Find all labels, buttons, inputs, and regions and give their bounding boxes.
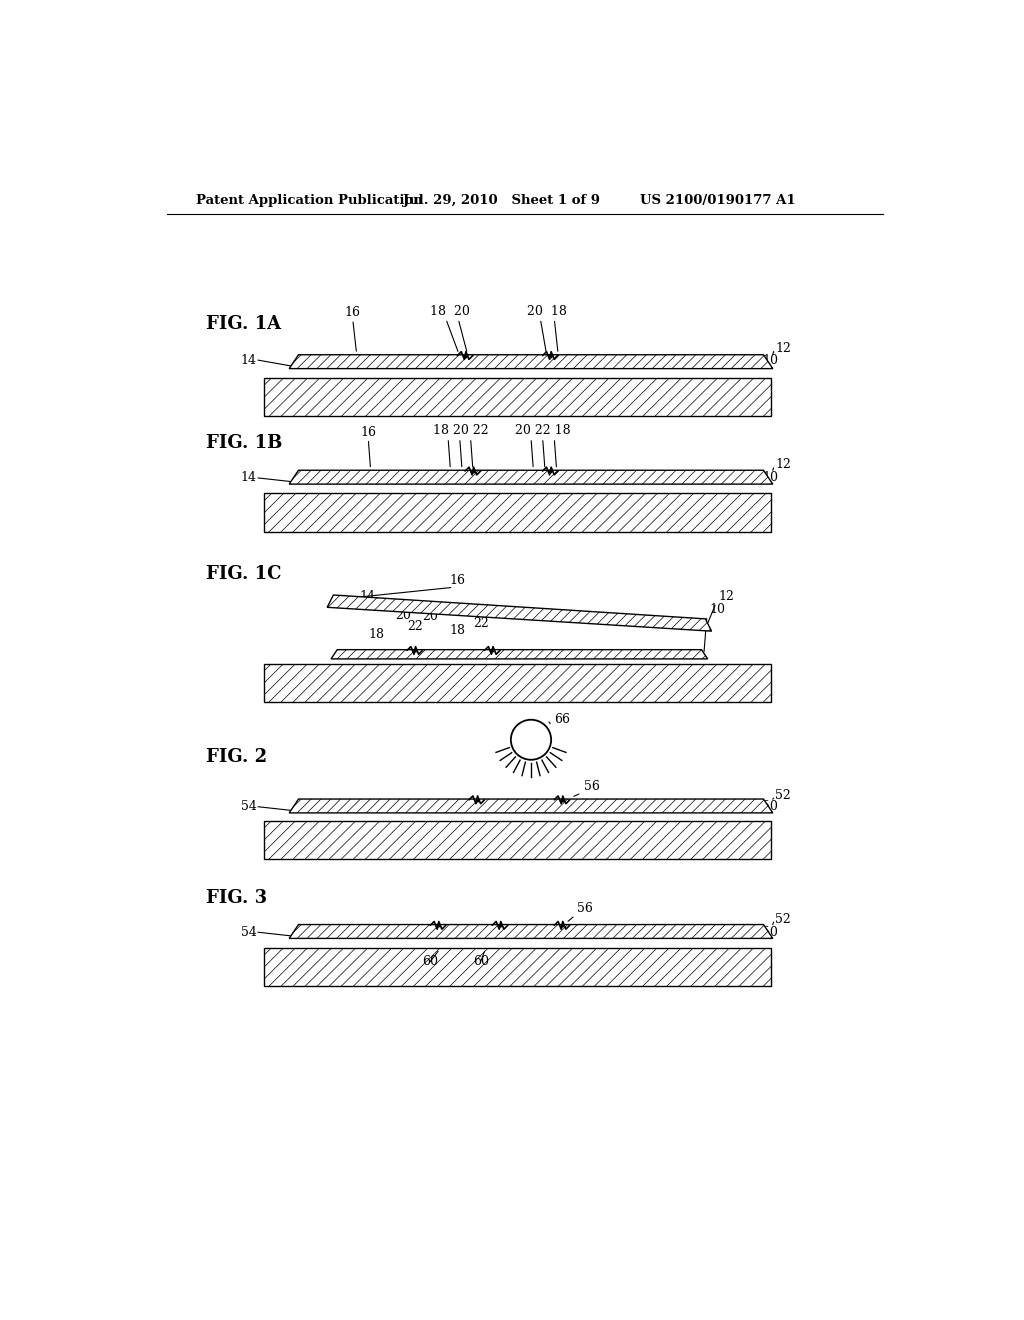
Text: 22: 22: [473, 616, 488, 630]
Polygon shape: [263, 378, 771, 416]
Polygon shape: [289, 799, 773, 813]
Text: 22: 22: [407, 619, 423, 632]
Text: 12: 12: [775, 342, 791, 355]
Text: 16: 16: [450, 574, 466, 587]
Text: 18: 18: [369, 628, 384, 642]
Text: 20: 20: [395, 609, 412, 622]
Text: 14: 14: [241, 354, 257, 367]
Text: 54: 54: [241, 925, 257, 939]
Text: 10: 10: [710, 603, 725, 615]
Text: 20  18: 20 18: [526, 305, 566, 318]
Text: US 2100/0190177 A1: US 2100/0190177 A1: [640, 194, 795, 207]
Text: 60: 60: [473, 956, 488, 969]
Text: 66: 66: [554, 713, 570, 726]
Text: 20 22 18: 20 22 18: [515, 424, 570, 437]
Text: 16: 16: [345, 306, 360, 319]
Polygon shape: [263, 664, 771, 702]
Polygon shape: [289, 924, 773, 939]
Text: 12: 12: [719, 590, 734, 603]
Polygon shape: [263, 948, 771, 986]
Polygon shape: [289, 470, 773, 484]
Text: Jul. 29, 2010   Sheet 1 of 9: Jul. 29, 2010 Sheet 1 of 9: [403, 194, 600, 207]
Text: 10: 10: [762, 471, 778, 484]
Text: FIG. 1C: FIG. 1C: [206, 565, 281, 583]
Text: 50: 50: [762, 800, 778, 813]
Text: FIG. 2: FIG. 2: [206, 748, 266, 767]
Text: 18 20 22: 18 20 22: [433, 424, 489, 437]
Text: 56: 56: [578, 903, 593, 915]
Polygon shape: [328, 595, 712, 631]
Text: FIG. 1B: FIG. 1B: [206, 434, 282, 453]
Text: 14: 14: [359, 590, 375, 603]
Text: Patent Application Publication: Patent Application Publication: [197, 194, 423, 207]
Text: 56: 56: [584, 780, 600, 793]
Circle shape: [511, 719, 551, 760]
Polygon shape: [263, 494, 771, 532]
Text: 14: 14: [241, 471, 257, 484]
Polygon shape: [289, 355, 773, 368]
Text: 16: 16: [360, 425, 376, 438]
Text: 18  20: 18 20: [430, 305, 470, 318]
Text: 52: 52: [775, 788, 791, 801]
Text: 52: 52: [775, 912, 791, 925]
Text: 60: 60: [422, 956, 438, 969]
Text: 20: 20: [423, 610, 438, 623]
Text: 54: 54: [241, 800, 257, 813]
Text: FIG. 1A: FIG. 1A: [206, 315, 281, 333]
Text: 50: 50: [762, 925, 778, 939]
Polygon shape: [263, 821, 771, 859]
Text: 10: 10: [762, 354, 778, 367]
Text: FIG. 3: FIG. 3: [206, 888, 266, 907]
Text: 12: 12: [775, 458, 791, 471]
Text: 18: 18: [450, 624, 466, 638]
Polygon shape: [331, 649, 708, 659]
